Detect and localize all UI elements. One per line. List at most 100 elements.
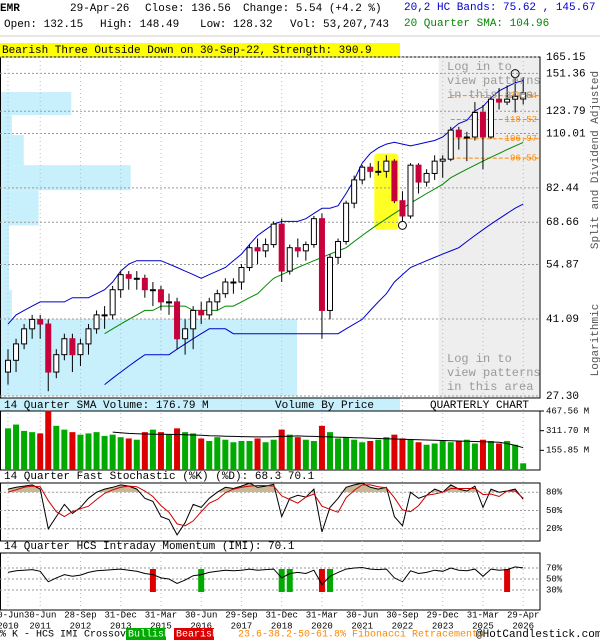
bullish-label: Bullish	[128, 629, 170, 640]
candle-body	[479, 111, 486, 138]
y-tick-label: 68.66	[546, 217, 579, 229]
volume-by-price-bar	[0, 318, 297, 396]
volume-bar	[117, 437, 124, 470]
scale-label: Logarithmic	[590, 304, 600, 377]
candle-body	[270, 223, 277, 246]
y-tick-label: 80%	[546, 488, 563, 498]
volume-bar	[5, 428, 11, 470]
volume-bar	[463, 439, 470, 470]
volume-bar	[415, 442, 422, 470]
date: 29-Apr-26	[70, 3, 129, 15]
volume-by-price-bar	[0, 92, 72, 116]
volume-bar	[53, 425, 60, 470]
candle-body	[471, 111, 478, 138]
volume-bar	[21, 430, 28, 470]
x-tick-year: 2022	[392, 621, 414, 631]
y-tick-label: 165.15	[546, 52, 586, 64]
volume-bar	[198, 438, 205, 470]
volume-bar	[206, 440, 213, 470]
candle-body	[496, 98, 503, 103]
legend-label: % K - HCS IMI Crossover,	[0, 630, 144, 640]
candle-body	[93, 314, 100, 330]
volume-bar	[294, 437, 301, 470]
candle-body	[182, 328, 189, 340]
x-tick-year: 2015	[150, 621, 172, 631]
candle-body	[85, 328, 92, 345]
panel-title: 14 Quarter Fast Stochastic (%K) (%D): 68…	[4, 471, 315, 483]
change: Change: 5.54 (+4.2 %)	[243, 3, 382, 15]
volume-bar	[157, 432, 164, 470]
x-tick-label: 31-Mar	[145, 610, 177, 620]
volume-bar	[286, 434, 293, 470]
bullish-signal	[286, 569, 293, 592]
bearish-signal	[318, 569, 325, 592]
bands-legend: 20,2 HC Bands: 75.62 , 145.67	[404, 2, 595, 14]
x-tick-year: 2012	[70, 621, 92, 631]
candle-body	[391, 160, 398, 202]
pattern-marker	[510, 69, 520, 79]
volume-bar	[262, 442, 269, 470]
x-tick-year: 2026	[512, 621, 534, 631]
candle-body	[302, 244, 309, 252]
candle-body	[222, 281, 229, 295]
candle-body	[327, 256, 333, 311]
candle-body	[117, 274, 124, 291]
candle-body	[318, 218, 325, 311]
volume-bar	[407, 439, 414, 470]
y-tick-label: 110.01	[546, 128, 586, 140]
candle-body	[5, 359, 11, 373]
x-tick-year: 2025	[472, 621, 494, 631]
volume-bar	[359, 442, 366, 470]
candle-body	[174, 301, 181, 340]
volume-bar	[488, 440, 494, 470]
volume-bar	[278, 429, 285, 470]
pattern-marker	[397, 220, 407, 230]
panel-frame	[0, 482, 541, 542]
volume-bar	[13, 424, 20, 470]
candle-body	[399, 200, 406, 217]
candle-body	[254, 247, 261, 252]
candle-body	[53, 354, 60, 373]
low: Low: 128.32	[200, 19, 273, 31]
volume-bar	[45, 410, 52, 470]
x-tick-year: 2013	[110, 621, 132, 631]
candle-body	[439, 158, 446, 162]
restricted-note: Log in to view patterns in this area	[447, 352, 541, 394]
candle-body	[190, 309, 197, 330]
candle-body	[109, 289, 116, 316]
candle-body	[359, 166, 366, 181]
bearish-signal	[149, 569, 156, 592]
volume-bar	[391, 434, 398, 470]
fibonacci-label: 106.97	[505, 134, 537, 144]
volume-bar	[270, 439, 277, 470]
volume-bar	[302, 439, 309, 470]
panel-frame	[0, 410, 541, 471]
x-tick-label: 30-Jun	[24, 610, 56, 620]
volume-bar	[133, 439, 140, 470]
candle-body	[423, 172, 430, 183]
candle-body	[351, 179, 358, 204]
candle-body	[198, 309, 205, 316]
brand: @HotCandlestick.com	[476, 629, 600, 640]
volume-bar	[423, 444, 430, 470]
volume-bar	[439, 440, 446, 470]
fibonacci-label: 118.52	[505, 115, 537, 125]
candle-body	[206, 301, 213, 316]
volume-bar	[399, 438, 406, 470]
volume: Vol: 53,207,743	[290, 19, 389, 31]
volume-bar	[101, 435, 108, 470]
fibonacci-note: 23.6-38.2-50-61.8% Fibonacci Retracement…	[238, 629, 484, 640]
candle-body	[149, 289, 156, 292]
bullish-key	[126, 628, 166, 640]
candle-body	[29, 318, 36, 330]
candle-body	[45, 323, 52, 373]
volume-bar	[471, 443, 478, 470]
high: High: 148.49	[100, 19, 179, 31]
bearish-key	[174, 628, 214, 640]
candle-body	[367, 166, 374, 172]
y-tick-label: 151.36	[546, 68, 586, 80]
x-tick-label: 29-Sep	[225, 610, 257, 620]
volume-bar	[29, 432, 36, 470]
x-tick-label: 29-Dec	[426, 610, 458, 620]
